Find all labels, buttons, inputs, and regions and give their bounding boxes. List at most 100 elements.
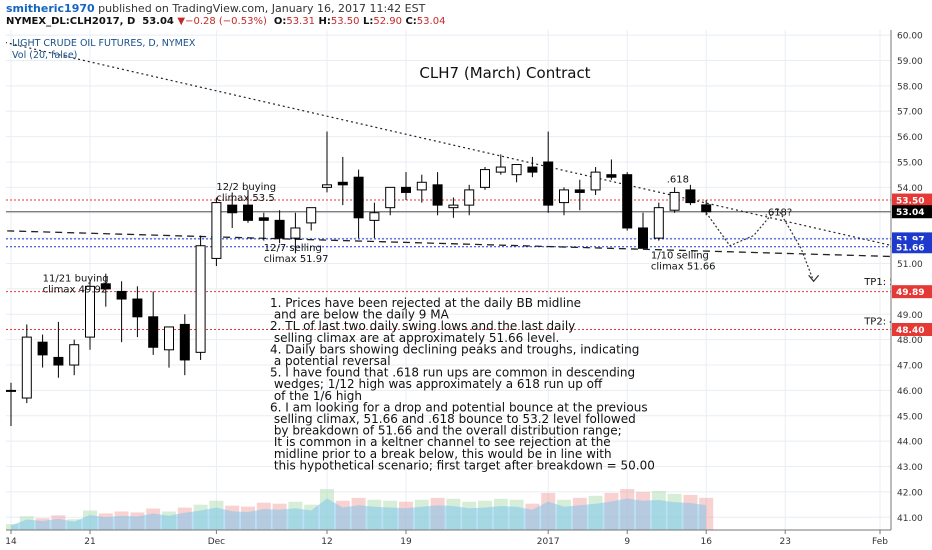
y-tick-label: 49.00 (897, 311, 923, 321)
open-label: O: (273, 16, 287, 27)
candle-body (401, 186, 411, 193)
note-line: midline prior to a break below, this wou… (270, 447, 612, 461)
price-tag-label: 48.40 (896, 326, 924, 336)
candle (559, 187, 569, 216)
high-label: H: (318, 16, 331, 27)
candle (432, 172, 443, 216)
candle (37, 334, 48, 368)
candle (401, 172, 411, 201)
candle-body (606, 174, 617, 178)
candle-body (85, 285, 95, 338)
note-line: of the 1/6 high (270, 389, 362, 403)
horizontal-levels (6, 199, 891, 330)
candle-body (243, 204, 253, 221)
annotation: 11/21 buying climax 49.92 (43, 273, 109, 295)
annotation: 12/7 selling climax 51.97 (264, 243, 329, 265)
candle (574, 179, 585, 211)
candle (353, 169, 364, 239)
candle-body (179, 323, 190, 361)
candle-body (116, 290, 127, 300)
y-tick-label: 60.00 (897, 32, 923, 42)
candle (638, 212, 648, 249)
symbol-name[interactable]: NYMEX_DL:CLH2017, D (6, 16, 136, 27)
candle-body (590, 171, 601, 191)
low-value: 52.90 (373, 16, 402, 27)
candle-body (448, 204, 459, 209)
candle-body (69, 344, 80, 366)
candle-body (100, 283, 111, 290)
note-line: 4. Daily bars showing declining peaks an… (270, 342, 639, 356)
candle-body (653, 207, 664, 239)
candle-body (227, 204, 238, 214)
candle (622, 172, 633, 231)
candle (543, 131, 554, 213)
legend-entry: LIGHT CRUDE OIL FUTURES, D, NYMEX (12, 38, 196, 49)
note-line: selling climax are at approximately 51.6… (270, 331, 559, 345)
price-tag (892, 205, 932, 219)
y-tick-label: 48.00 (897, 336, 923, 346)
candle-body (353, 176, 364, 219)
candle-body (701, 204, 712, 213)
candle (85, 281, 95, 350)
candle-body (337, 181, 348, 186)
note-line: selling climax, 51.66 and .618 bounce to… (270, 412, 636, 426)
candle (274, 210, 285, 244)
candle-body (290, 227, 301, 239)
candle (416, 174, 427, 203)
candle-body (416, 181, 427, 191)
candle (495, 154, 506, 175)
candle (195, 235, 206, 360)
x-tick-label: 12 (321, 537, 332, 547)
y-tick-label: 43.00 (897, 463, 923, 473)
author-name[interactable]: smitheric1970 (6, 2, 95, 15)
candle-body (211, 202, 222, 259)
candle-body (164, 326, 174, 351)
note-line: 5. I have found that .618 run ups are co… (270, 366, 635, 380)
x-tick-label: 14 (5, 537, 17, 547)
chart-header: smitheric1970 published on TradingView.c… (0, 0, 932, 30)
candle (369, 202, 380, 239)
high-value: 53.50 (330, 16, 360, 27)
x-tick-label: 19 (400, 537, 412, 547)
annotation-line: 1/10 selling (651, 250, 709, 261)
candle (653, 202, 664, 241)
candle-body (432, 184, 443, 206)
y-tick-label: 57.00 (897, 108, 923, 118)
note-line: wedges; 1/12 high was approximately a 61… (270, 377, 603, 391)
down-triangle-icon: ▼ (177, 16, 186, 27)
annotation: .618 (667, 174, 689, 185)
y-tick-label: 51.00 (897, 260, 923, 270)
x-tick-label: 21 (84, 537, 95, 547)
candle-body (527, 166, 538, 173)
candle (448, 197, 459, 218)
x-tick-label: 23 (779, 537, 790, 547)
projection-path (705, 206, 815, 282)
annotation-line: climax 53.5 (216, 193, 274, 204)
close-label: C: (405, 16, 417, 27)
price-tag (892, 285, 932, 299)
candle-body (53, 356, 64, 366)
candle-body (21, 336, 32, 399)
annotation-line: climax 51.66 (651, 261, 716, 272)
note-line: by breakdown of 51.66 and the overall di… (270, 424, 622, 438)
y-tick-label: 44.00 (897, 438, 923, 448)
candle-body (148, 316, 159, 348)
price-tag (892, 322, 932, 336)
price-tag (892, 193, 932, 207)
candle-body (37, 341, 48, 356)
trendline (6, 230, 891, 258)
x-tick-label: 2017 (537, 537, 560, 547)
y-tick-label: 59.00 (897, 57, 923, 67)
candle (21, 324, 32, 404)
candle (290, 212, 301, 254)
publish-line: smitheric1970 published on TradingView.c… (6, 2, 425, 15)
annotation-line: TP2: 48.4 (863, 316, 911, 327)
price-tag-label: 49.89 (896, 288, 924, 298)
candle (100, 273, 111, 307)
x-tick-label: Dec (208, 537, 225, 547)
candle (385, 186, 396, 216)
y-tick-label: 55.00 (897, 158, 923, 168)
candle (337, 156, 348, 206)
candle-body (669, 191, 680, 211)
